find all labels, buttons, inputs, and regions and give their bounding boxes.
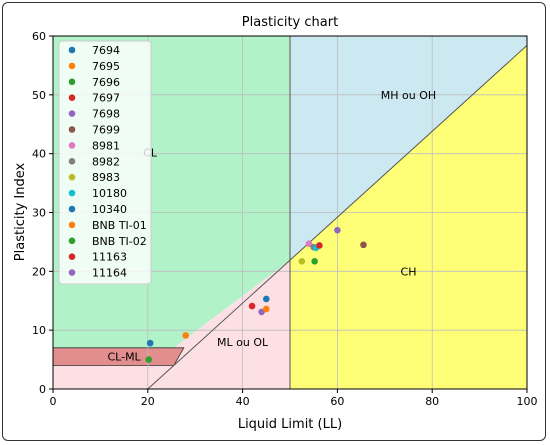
y-tick-label: 0 xyxy=(39,383,46,396)
legend-label: 8982 xyxy=(92,155,120,168)
point-11164 xyxy=(334,226,341,234)
legend-marker xyxy=(68,46,76,54)
y-tick-label: 20 xyxy=(32,265,46,278)
legend-marker xyxy=(68,173,76,181)
point-7697 xyxy=(248,302,256,310)
legend-marker xyxy=(68,142,76,149)
region-label: CL-ML xyxy=(107,351,141,364)
legend: 7694 7695 7696 7697 7698 7699 8981 8982 8983 1018… xyxy=(58,40,152,285)
legend-label: 8981 xyxy=(92,139,120,152)
region-label: MH ou OH xyxy=(381,89,436,102)
x-tick-label: 80 xyxy=(425,395,439,408)
legend-marker xyxy=(68,158,76,165)
legend-marker xyxy=(68,237,76,245)
legend-marker xyxy=(68,189,76,197)
point-8981 xyxy=(305,240,313,247)
legend-label: BNB TI-01 xyxy=(92,219,147,232)
legend-label: 7697 xyxy=(92,92,120,105)
y-tick-label: 30 xyxy=(32,207,46,220)
data-points xyxy=(145,226,367,363)
point-10340 xyxy=(263,295,270,303)
legend-marker xyxy=(68,205,76,213)
legend-label: 7694 xyxy=(92,44,120,57)
y-tick-label: 40 xyxy=(32,148,46,161)
legend-marker xyxy=(68,221,76,229)
region-ch xyxy=(290,45,527,390)
y-tick-label: 50 xyxy=(32,89,46,102)
x-tick-label: 100 xyxy=(517,395,538,408)
point-bnb-ti-01 xyxy=(263,305,270,313)
x-tick-label: 60 xyxy=(330,395,344,408)
legend-marker xyxy=(68,78,76,86)
x-axis-label: Liquid Limit (LL) xyxy=(238,417,342,432)
legend-marker xyxy=(68,110,76,117)
legend-label: 7696 xyxy=(92,76,120,89)
legend-label: 7699 xyxy=(92,124,120,137)
legend-label: 11164 xyxy=(92,267,127,280)
legend-label: 8983 xyxy=(92,171,120,184)
boundary-lines xyxy=(147,36,528,390)
legend-marker xyxy=(68,126,76,133)
legend-box xyxy=(58,40,152,285)
x-tick-label: 40 xyxy=(236,395,250,408)
point-7696 xyxy=(145,356,153,363)
a-line xyxy=(147,45,528,390)
point-7699 xyxy=(360,241,367,249)
x-tick-label: 0 xyxy=(50,395,57,408)
legend-marker xyxy=(68,62,76,70)
point-7695 xyxy=(182,332,190,339)
point-11163 xyxy=(316,242,323,249)
figure-frame xyxy=(2,2,546,441)
y-axis-label: Plasticity Index xyxy=(13,163,28,262)
legend-label: 7698 xyxy=(92,108,120,121)
region-mh-oh xyxy=(290,36,527,261)
region-label: ML ou OL xyxy=(217,336,269,349)
point-8983 xyxy=(298,258,306,265)
region-label: CH xyxy=(401,265,417,278)
legend-label: 11163 xyxy=(92,251,127,264)
point-bnb-ti-02 xyxy=(311,258,318,265)
point-7694 xyxy=(146,339,154,347)
axes: 0 20 40 60 80 100 0 10 20 30 40 50 60 xyxy=(32,30,538,408)
legend-label: 7695 xyxy=(92,60,120,73)
legend-marker xyxy=(68,269,76,276)
chart-title: Plasticity chart xyxy=(242,15,338,30)
legend-marker xyxy=(68,253,76,260)
legend-label: BNB TI-02 xyxy=(92,235,147,248)
legend-label: 10340 xyxy=(92,203,127,216)
point-7698 xyxy=(258,308,265,316)
y-tick-label: 60 xyxy=(32,30,46,43)
y-tick-label: 10 xyxy=(32,324,46,337)
legend-label: 10180 xyxy=(92,187,127,200)
x-tick-label: 20 xyxy=(141,395,155,408)
legend-marker xyxy=(68,94,76,101)
